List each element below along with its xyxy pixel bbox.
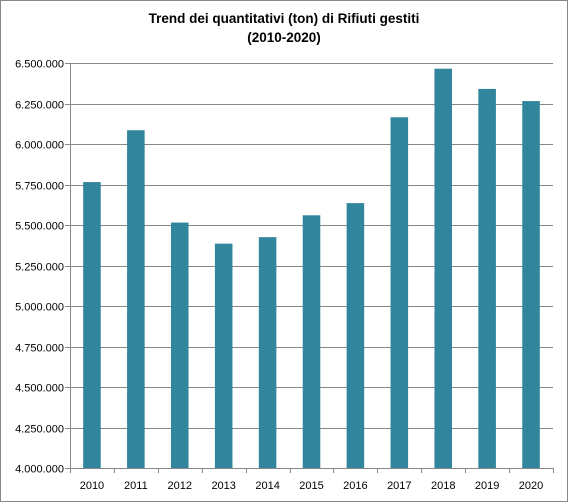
chart-subtitle: (2010-2020) <box>247 30 321 45</box>
x-tick-label: 2019 <box>475 480 499 492</box>
chart-title: Trend dei quantitativi (ton) di Rifiuti … <box>148 11 420 26</box>
x-tick-label: 2013 <box>211 480 235 492</box>
y-tick-label: 4.500.000 <box>15 383 64 395</box>
x-tick-label: 2018 <box>431 480 455 492</box>
y-tick-label: 4.750.000 <box>15 343 64 355</box>
x-tick-label: 2015 <box>299 480 323 492</box>
bar <box>390 117 409 469</box>
y-tick-label: 6.250.000 <box>15 100 64 112</box>
x-tick-label: 2016 <box>343 480 367 492</box>
y-tick-label: 6.000.000 <box>15 140 64 152</box>
bar <box>258 237 277 468</box>
x-tick-label: 2011 <box>124 480 148 492</box>
bar <box>83 182 101 468</box>
bars <box>83 68 540 469</box>
bar <box>214 243 233 468</box>
x-tick-label: 2017 <box>387 480 411 492</box>
bar <box>522 101 540 468</box>
x-tick-label: 2014 <box>255 480 279 492</box>
bar <box>170 222 189 468</box>
y-tick-label: 5.250.000 <box>15 262 64 274</box>
y-tick-label: 5.750.000 <box>15 181 64 193</box>
axes <box>65 63 554 473</box>
y-tick-label: 4.000.000 <box>15 464 64 476</box>
y-tick-label: 5.000.000 <box>15 302 64 314</box>
bar <box>346 203 365 468</box>
x-tick-label: 2012 <box>168 480 192 492</box>
tick-labels: 4.000.000 4.250.000 4.500.000 4.750.000 5.00… <box>15 59 543 493</box>
x-tick-label: 2010 <box>80 480 104 492</box>
x-tick-label: 2020 <box>519 480 543 492</box>
bar <box>302 215 321 468</box>
bar <box>127 130 145 469</box>
y-tick-label: 5.500.000 <box>15 221 64 233</box>
y-tick-label: 4.250.000 <box>15 424 64 436</box>
bar <box>434 68 453 469</box>
y-tick-label: 6.500.000 <box>15 59 64 71</box>
bar <box>478 88 496 469</box>
